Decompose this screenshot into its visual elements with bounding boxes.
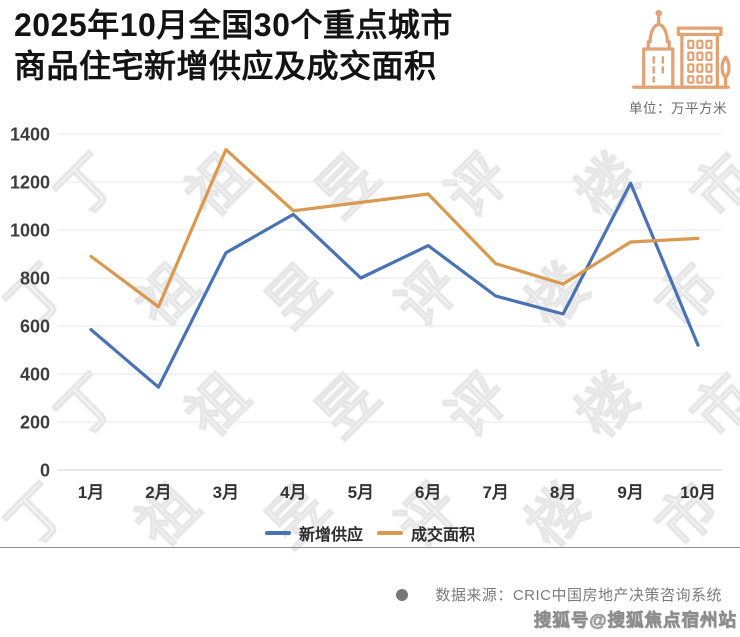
legend-item-supply: 新增供应 xyxy=(264,521,363,545)
y-tick-label: 1400 xyxy=(10,125,50,145)
x-tick-label: 9月 xyxy=(617,483,643,502)
legend: 新增供应 成交面积 xyxy=(0,521,740,545)
y-tick-label: 0 xyxy=(40,461,50,481)
source-row: 数据来源：CRIC中国房地产决策咨询系统 xyxy=(396,584,722,605)
y-tick-label: 800 xyxy=(20,269,50,289)
title-line-2: 商品住宅新增供应及成交面积 xyxy=(14,48,437,84)
bullet-icon xyxy=(396,588,409,601)
y-tick-label: 1000 xyxy=(10,221,50,241)
separator-line xyxy=(0,547,740,548)
line-chart: 0 200 400 600 800 1000 1200 1400 1月 2月 3月 4月 5月 6月 7月 8… xyxy=(10,125,722,502)
page-title: 2025年10月全国30个重点城市 商品住宅新增供应及成交面积 xyxy=(14,5,453,87)
x-tick-label: 10月 xyxy=(680,483,716,502)
legend-swatch-transaction xyxy=(377,531,403,535)
source-text: 数据来源：CRIC中国房地产决策咨询系统 xyxy=(435,587,722,604)
sohu-watermark: 搜狐号@搜狐焦点宿州站 xyxy=(533,610,737,631)
legend-swatch-supply xyxy=(264,531,291,535)
buildings-icon-svg xyxy=(632,9,731,89)
legend-label-transaction: 成交面积 xyxy=(411,527,476,544)
x-tick-label: 5月 xyxy=(348,483,374,502)
x-tick-label: 6月 xyxy=(415,483,441,502)
x-tick-label: 1月 xyxy=(78,483,104,502)
x-tick-label: 2月 xyxy=(145,483,171,502)
chart-area: 0 200 400 600 800 1000 1200 1400 1月 2月 3月 4月 5月 6月 7月 8… xyxy=(0,118,740,518)
legend-item-transaction: 成交面积 xyxy=(377,521,475,545)
title-line-1: 2025年10月全国30个重点城市 xyxy=(14,7,453,43)
x-tick-label: 3月 xyxy=(213,483,239,502)
series-line-0 xyxy=(89,181,700,389)
x-tick-label: 4月 xyxy=(280,483,306,502)
buildings-icon xyxy=(631,3,731,95)
y-tick-label: 1200 xyxy=(10,173,50,193)
y-tick-label: 400 xyxy=(20,365,50,385)
y-tick-label: 600 xyxy=(20,317,50,337)
y-tick-label: 200 xyxy=(20,413,50,433)
x-tick-label: 7月 xyxy=(482,483,508,502)
series-line-1 xyxy=(89,148,700,309)
unit-label: 单位：万平方米 xyxy=(629,101,727,116)
x-tick-label: 8月 xyxy=(550,483,576,502)
legend-label-supply: 新增供应 xyxy=(298,527,363,544)
